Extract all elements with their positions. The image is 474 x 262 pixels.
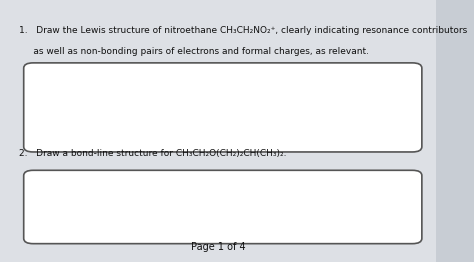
FancyBboxPatch shape — [24, 170, 422, 244]
Text: Page 1 of 4: Page 1 of 4 — [191, 242, 246, 252]
Text: as well as non-bonding pairs of electrons and formal charges, as relevant.: as well as non-bonding pairs of electron… — [19, 47, 369, 56]
Text: 2.   Draw a bond-line structure for CH₃CH₂O(CH₂)₂CH(CH₃)₂.: 2. Draw a bond-line structure for CH₃CH₂… — [19, 149, 286, 158]
FancyBboxPatch shape — [24, 63, 422, 152]
Text: 1.   Draw the Lewis structure of nitroethane CH₃CH₂NO₂⁺, clearly indicating reso: 1. Draw the Lewis structure of nitroetha… — [19, 26, 467, 35]
FancyBboxPatch shape — [0, 0, 436, 262]
